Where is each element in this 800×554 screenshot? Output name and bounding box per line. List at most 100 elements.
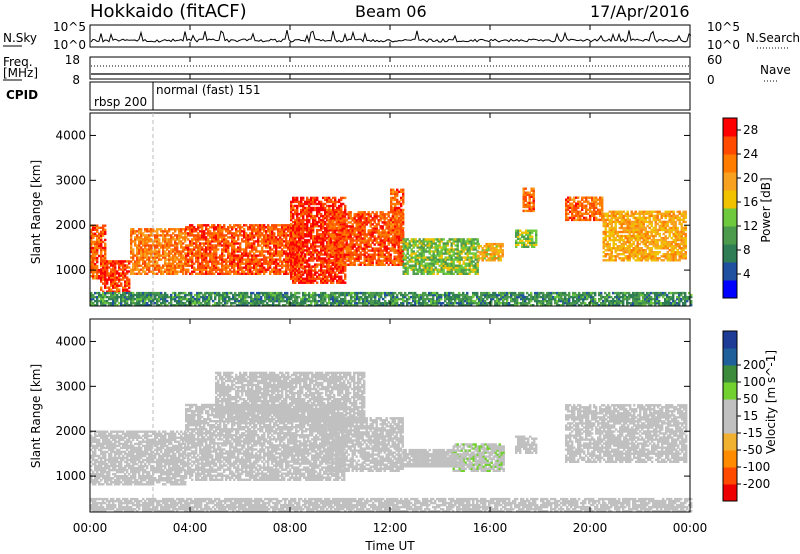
heatmap-cell: [414, 242, 417, 245]
heatmap-cell: [353, 229, 356, 232]
heatmap-cell: [330, 269, 333, 272]
heatmap-cell: [601, 216, 604, 220]
heatmap-cell: [454, 256, 457, 259]
heatmap-cell: [287, 264, 290, 267]
heatmap-cell: [322, 243, 325, 246]
heatmap-cell: [351, 225, 354, 228]
heatmap-cell: [296, 231, 299, 234]
heatmap-cell: [203, 266, 206, 269]
heatmap-cell: [275, 250, 278, 253]
heatmap-cell: [166, 238, 169, 241]
heatmap-cell: [231, 266, 234, 269]
heatmap-cell: [468, 240, 471, 243]
heatmap-cell: [345, 235, 348, 238]
heatmap-cell: [253, 266, 256, 269]
heatmap-cell: [371, 257, 374, 260]
heatmap-cell: [392, 206, 395, 210]
heatmap-cell: [215, 252, 218, 255]
heatmap-cell: [402, 192, 405, 196]
heatmap-cell: [249, 238, 252, 241]
heatmap-cell: [365, 213, 368, 216]
heatmap-cell: [94, 240, 97, 244]
heatmap-cell: [569, 204, 572, 207]
heatmap-cell: [191, 244, 194, 247]
heatmap-cell: [160, 242, 163, 245]
heatmap-cell: [375, 225, 378, 228]
heatmap-cell: [207, 264, 210, 267]
heatmap-cell: [390, 190, 393, 193]
heatmap-cell: [400, 210, 403, 214]
heatmap-cell: [298, 237, 301, 240]
heatmap-cell: [381, 251, 384, 254]
heatmap-cell: [612, 259, 615, 262]
heatmap-cell: [371, 249, 374, 252]
heatmap-cell: [104, 278, 107, 281]
heatmap-cell: [381, 241, 384, 244]
heatmap-cell: [601, 198, 604, 201]
heatmap-cell: [96, 264, 99, 268]
heatmap-cell: [287, 248, 290, 251]
heatmap-cell: [332, 251, 335, 254]
heatmap-cell: [333, 243, 336, 246]
heatmap-cell: [308, 210, 311, 214]
heatmap-cell: [422, 246, 425, 249]
heatmap-cell: [326, 281, 329, 284]
heatmap-cell: [318, 225, 321, 228]
heatmap-cell: [341, 227, 344, 230]
heatmap-cell: [227, 246, 230, 249]
heatmap-cell: [432, 256, 435, 259]
heatmap-cell: [255, 240, 258, 243]
heatmap-cell: [402, 190, 405, 193]
heatmap-cell: [432, 252, 435, 255]
heatmap-cell: [259, 226, 262, 229]
heatmap-cell: [92, 258, 95, 262]
heatmap-cell: [367, 233, 370, 236]
heatmap-cell: [318, 233, 321, 236]
heatmap-cell: [387, 223, 390, 226]
heatmap-cell: [237, 234, 240, 237]
heatmap-cell: [402, 266, 405, 269]
heatmap-cell: [612, 232, 615, 236]
heatmap-cell: [265, 238, 268, 241]
heatmap-cell: [450, 242, 453, 245]
heatmap-cell: [528, 201, 531, 204]
heatmap-cell: [343, 229, 346, 232]
heatmap-cell: [124, 286, 127, 289]
heatmap-cell: [324, 216, 327, 220]
heatmap-cell: [339, 259, 342, 262]
heatmap-cell: [312, 241, 315, 244]
heatmap-cell: [211, 244, 214, 247]
heatmap-cell: [320, 263, 323, 266]
heatmap-cell: [375, 261, 378, 264]
heatmap-cell: [219, 242, 222, 245]
heatmap-cell: [373, 251, 376, 254]
heatmap-cell: [300, 202, 303, 206]
heatmap-cell: [477, 242, 480, 246]
heatmap-cell: [402, 231, 405, 234]
heatmap-cell: [221, 260, 224, 263]
heatmap-cell: [191, 228, 194, 231]
heatmap-cell: [100, 280, 103, 283]
heatmap-cell: [387, 235, 390, 238]
heatmap-cell: [302, 198, 305, 202]
heatmap-cell: [247, 236, 250, 239]
heatmap-cell: [203, 264, 206, 267]
heatmap-cell: [118, 272, 121, 275]
heatmap-cell: [341, 251, 344, 254]
heatmap-cell: [398, 200, 401, 204]
heatmap-cell: [148, 236, 151, 239]
heatmap-cell: [191, 248, 194, 251]
heatmap-cell: [369, 255, 372, 258]
heatmap-cell: [371, 229, 374, 232]
heatmap-cell: [267, 238, 270, 241]
heatmap-cell: [195, 230, 198, 233]
heatmap-cell: [316, 233, 319, 236]
heatmap-cell: [390, 223, 393, 226]
heatmap-cell: [322, 233, 325, 236]
heatmap-cell: [339, 213, 342, 216]
heatmap-cell: [399, 235, 402, 238]
heatmap-cell: [328, 273, 331, 276]
heatmap-cell: [98, 234, 101, 237]
heatmap-cell: [322, 220, 325, 224]
heatmap-cell: [267, 264, 270, 267]
